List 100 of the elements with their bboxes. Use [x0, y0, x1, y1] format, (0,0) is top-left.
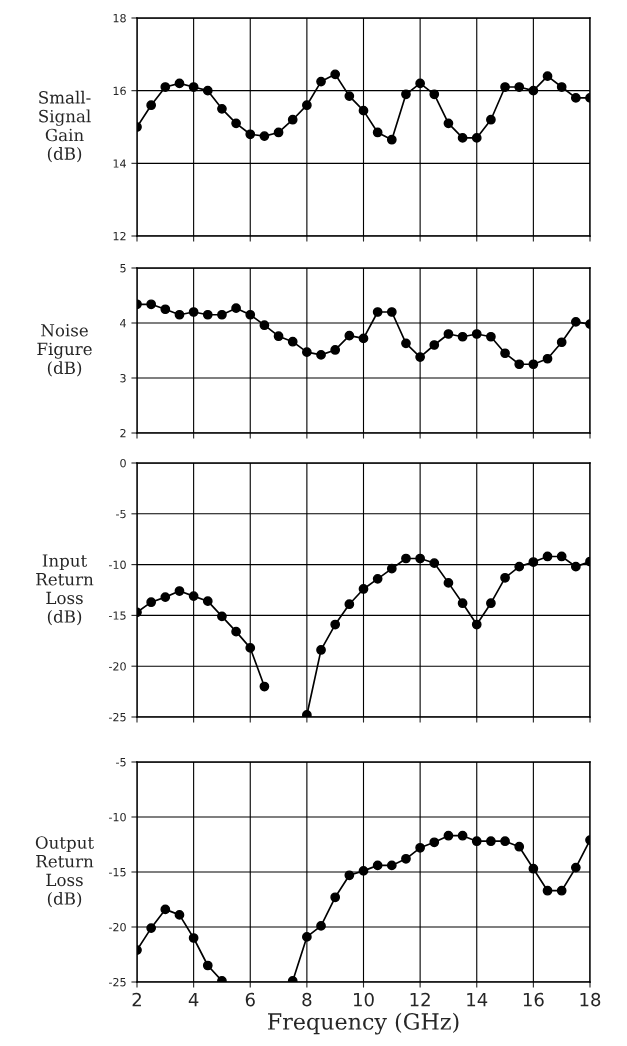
point — [542, 551, 553, 562]
point — [542, 71, 553, 81]
point — [415, 553, 425, 564]
point — [457, 133, 468, 143]
point — [415, 78, 425, 89]
point — [556, 885, 567, 896]
point — [570, 93, 581, 103]
point — [443, 578, 454, 588]
point — [401, 853, 411, 864]
point — [259, 131, 270, 141]
y-tick-label: 16 — [113, 86, 126, 96]
x-tick-label: 4 — [188, 992, 199, 1007]
y-axis-title: Output Return Loss (dB) — [35, 836, 94, 908]
point — [372, 307, 383, 317]
point — [146, 100, 157, 111]
x-tick-label: 18 — [580, 992, 601, 1007]
y-tick-label: 18 — [113, 13, 126, 23]
point — [217, 309, 227, 320]
point — [471, 836, 482, 847]
y-tick-label: 0 — [120, 458, 126, 468]
point — [528, 359, 539, 370]
point — [344, 599, 355, 610]
point — [259, 681, 270, 692]
point — [556, 551, 567, 562]
point — [500, 348, 510, 359]
point — [316, 645, 326, 655]
point — [471, 619, 482, 630]
point — [316, 350, 326, 360]
y-tick-label: -20 — [108, 922, 126, 932]
point — [500, 572, 510, 583]
point — [528, 863, 539, 874]
point — [514, 561, 525, 572]
point — [202, 960, 213, 971]
point — [160, 82, 171, 92]
point — [457, 830, 468, 841]
y-axis-title: Small- Signal Gain (dB) — [39, 90, 91, 163]
y-tick-label: -5 — [116, 509, 126, 519]
point — [358, 866, 369, 876]
point — [471, 329, 482, 339]
point — [174, 586, 185, 596]
point — [245, 643, 256, 653]
point — [330, 619, 341, 630]
point — [273, 331, 284, 342]
point — [259, 320, 270, 331]
point — [528, 557, 539, 567]
point — [457, 598, 468, 609]
x-tick-label: 14 — [467, 992, 488, 1007]
point — [500, 82, 510, 92]
point — [231, 303, 241, 314]
point — [160, 304, 171, 315]
y-tick-label: 5 — [120, 264, 126, 273]
x-tick-label: 2 — [132, 992, 141, 1007]
y-tick-label: -20 — [108, 662, 126, 671]
point — [514, 841, 525, 852]
point — [188, 307, 199, 317]
point — [486, 598, 496, 609]
y-tick-label: -25 — [108, 977, 126, 987]
point — [358, 105, 369, 116]
point — [429, 558, 440, 568]
point — [231, 118, 241, 129]
point — [316, 921, 326, 931]
point — [344, 91, 355, 101]
point — [386, 307, 397, 317]
point — [188, 82, 199, 92]
y-tick-label: -10 — [108, 812, 126, 822]
point — [570, 862, 581, 873]
y-tick-label: 4 — [120, 319, 126, 328]
point — [443, 118, 454, 129]
point — [330, 69, 341, 80]
point — [429, 89, 440, 100]
point — [202, 596, 213, 607]
point — [556, 337, 567, 348]
point — [443, 830, 454, 841]
y-tick-label: 3 — [120, 373, 126, 383]
point — [372, 573, 383, 584]
point — [528, 85, 539, 96]
point — [344, 330, 355, 341]
x-tick-label: 10 — [354, 992, 374, 1007]
y-tick-label: -10 — [108, 560, 126, 569]
point — [302, 710, 312, 717]
point — [217, 103, 227, 114]
point — [188, 591, 199, 601]
point — [486, 836, 496, 847]
point — [330, 892, 341, 903]
point — [287, 336, 298, 347]
point — [514, 82, 525, 92]
point — [401, 338, 411, 349]
point — [245, 129, 256, 140]
point — [188, 933, 199, 943]
point — [514, 359, 525, 370]
point — [174, 78, 185, 89]
point — [344, 870, 355, 881]
point — [471, 133, 482, 143]
point — [443, 329, 454, 339]
x-tick-label: 6 — [245, 992, 255, 1007]
point — [457, 331, 468, 342]
point — [401, 89, 411, 100]
x-axis-title: Frequency (GHz) — [268, 1012, 459, 1035]
point — [542, 353, 553, 364]
x-tick-label: 8 — [302, 992, 312, 1007]
